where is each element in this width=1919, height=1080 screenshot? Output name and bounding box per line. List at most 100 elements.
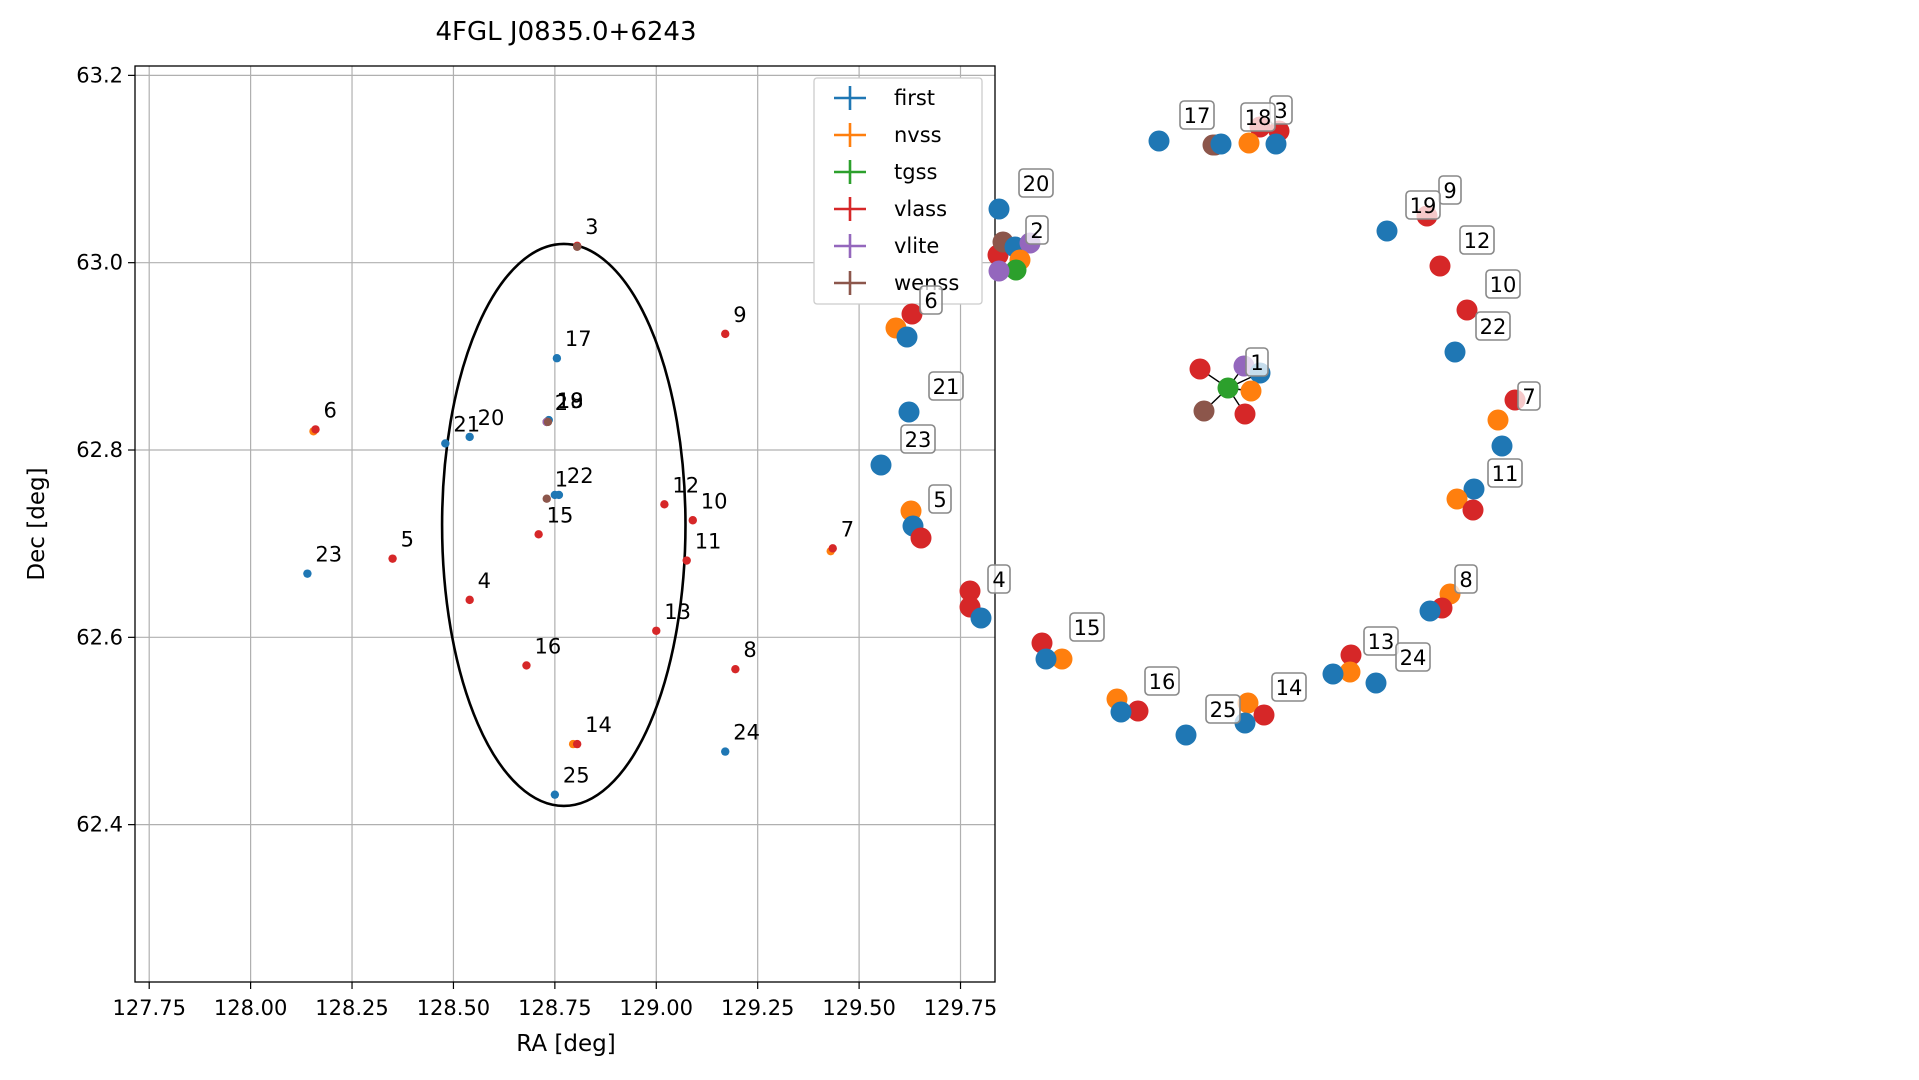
x-tick-label: 129.00 bbox=[620, 996, 693, 1020]
x-tick-label: 128.00 bbox=[214, 996, 287, 1020]
node-tgss bbox=[1217, 377, 1239, 399]
legend-label: first bbox=[894, 86, 935, 110]
point-vlass bbox=[311, 425, 320, 434]
point-vlass bbox=[652, 626, 661, 635]
node-label: 6 bbox=[924, 289, 937, 313]
point-label: 3 bbox=[585, 215, 598, 239]
node-first bbox=[870, 454, 892, 476]
match-group: 2 bbox=[987, 215, 1049, 282]
point-labels: 1234567891011121314151617181920212223242… bbox=[315, 215, 854, 788]
match-group: 19 bbox=[1376, 190, 1441, 242]
point-label: 23 bbox=[315, 543, 342, 567]
point-label: 15 bbox=[547, 503, 574, 527]
node-first bbox=[1210, 133, 1232, 155]
chart-title: 4FGL J0835.0+6243 bbox=[436, 17, 697, 47]
match-group: 24 bbox=[1365, 642, 1431, 694]
node-vlass bbox=[1234, 403, 1256, 425]
node-label: 16 bbox=[1149, 670, 1176, 694]
node-label-box bbox=[1271, 672, 1307, 702]
node-label-box bbox=[919, 285, 943, 315]
point-first bbox=[721, 747, 730, 756]
fov-circle-path bbox=[440, 242, 687, 808]
left-chart: 4FGL J0835.0+6243 1234567891011121314151… bbox=[24, 17, 997, 1057]
node-label-box bbox=[1179, 100, 1215, 130]
match-group: 4 bbox=[959, 564, 1011, 629]
legend-label: vlite bbox=[894, 234, 939, 258]
point-vlass bbox=[522, 661, 531, 670]
match-group: 7 bbox=[1487, 381, 1541, 457]
node-first bbox=[1110, 701, 1132, 723]
x-tick-label: 129.50 bbox=[822, 996, 895, 1020]
match-group: 5 bbox=[900, 484, 952, 549]
node-first bbox=[1463, 478, 1485, 500]
x-tick-label: 129.25 bbox=[721, 996, 794, 1020]
match-group: 23 bbox=[870, 424, 936, 476]
point-vlass bbox=[465, 595, 474, 605]
point-label: 6 bbox=[324, 398, 337, 422]
node-vlass bbox=[959, 580, 981, 602]
point-wenss bbox=[542, 494, 551, 503]
node-label-box bbox=[1405, 190, 1441, 220]
node-label: 19 bbox=[1410, 194, 1437, 218]
point-label: 16 bbox=[534, 634, 561, 658]
y-ticks: 62.4 62.6 62.8 63.0 63.2 bbox=[76, 63, 135, 837]
node-label: 24 bbox=[1400, 646, 1427, 670]
match-group: 16 bbox=[1106, 666, 1180, 723]
node-nvss bbox=[1240, 380, 1262, 402]
point-label: 2 bbox=[555, 391, 568, 415]
node-nvss bbox=[1051, 648, 1073, 670]
node-label: 4 bbox=[992, 568, 1005, 592]
point-label: 19 bbox=[557, 389, 584, 413]
match-group: 15 bbox=[1031, 612, 1105, 670]
node-label: 12 bbox=[1464, 229, 1491, 253]
match-group: 8 bbox=[1419, 564, 1478, 622]
x-tick-label: 128.75 bbox=[518, 996, 591, 1020]
node-label: 13 bbox=[1368, 630, 1395, 654]
node-label: 5 bbox=[933, 488, 946, 512]
node-first bbox=[898, 401, 920, 423]
match-group: 21 bbox=[898, 371, 964, 423]
point-label: 4 bbox=[478, 569, 491, 593]
point-first bbox=[303, 569, 312, 578]
point-label: 18 bbox=[557, 389, 584, 413]
node-label: 8 bbox=[1459, 568, 1472, 592]
point-wenss bbox=[543, 417, 553, 427]
node-first bbox=[1175, 724, 1197, 746]
point-first bbox=[465, 432, 474, 442]
y-tick-label: 62.4 bbox=[76, 813, 123, 837]
points bbox=[303, 241, 837, 799]
node-label-box bbox=[1205, 694, 1241, 724]
match-group: 1 bbox=[1189, 347, 1271, 425]
node-label: 14 bbox=[1276, 676, 1303, 700]
point-label: 24 bbox=[733, 721, 760, 745]
node-label-box bbox=[1395, 642, 1431, 672]
point-vlass bbox=[572, 739, 582, 749]
match-group: 22 bbox=[1444, 311, 1511, 363]
node-label-box bbox=[1245, 347, 1269, 377]
point-vlass bbox=[688, 516, 697, 525]
point-vlass bbox=[731, 664, 740, 674]
point-label: 9 bbox=[733, 303, 746, 327]
node-vlass bbox=[1462, 499, 1484, 521]
point-label: 17 bbox=[565, 327, 592, 351]
point-first bbox=[550, 790, 560, 799]
y-tick-label: 62.6 bbox=[76, 625, 123, 649]
node-label-box bbox=[987, 564, 1011, 594]
point-label: 5 bbox=[401, 528, 414, 552]
node-label-box bbox=[1438, 175, 1462, 205]
x-tick-label: 128.25 bbox=[315, 996, 388, 1020]
node-label-box bbox=[1363, 626, 1399, 656]
node-label-box bbox=[1025, 215, 1049, 245]
fov-circle bbox=[440, 242, 687, 808]
node-first bbox=[1491, 435, 1513, 457]
legend-label: tgss bbox=[894, 160, 937, 184]
x-tick-label: 128.50 bbox=[417, 996, 490, 1020]
node-label: 10 bbox=[1490, 273, 1517, 297]
point-label: 14 bbox=[585, 713, 612, 737]
match-group: 17 bbox=[1148, 100, 1215, 152]
point-first bbox=[552, 354, 562, 363]
node-vlass bbox=[1253, 704, 1275, 726]
node-label-box bbox=[1069, 612, 1105, 642]
match-group: 11 bbox=[1446, 458, 1523, 521]
node-vlass bbox=[1456, 299, 1478, 321]
